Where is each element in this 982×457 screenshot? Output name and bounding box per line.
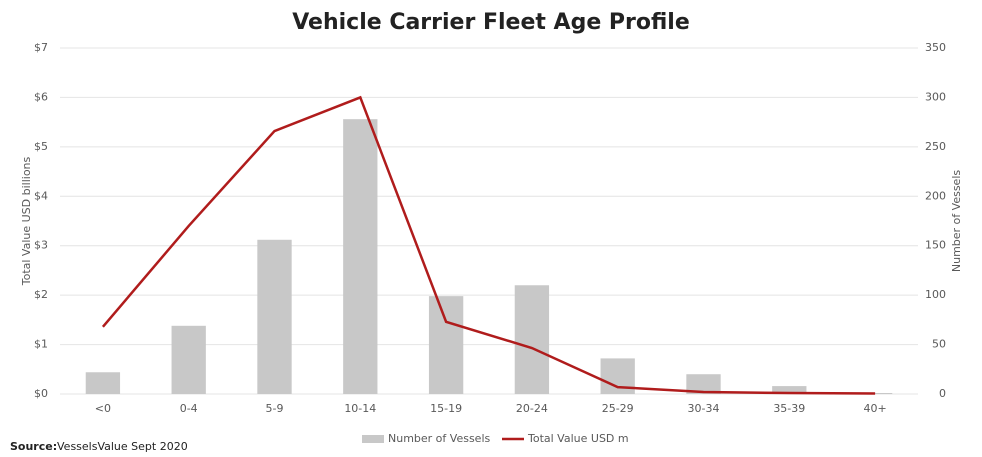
y-tick-label: $7 — [34, 41, 48, 54]
bar — [686, 374, 721, 394]
x-tick-label: 40+ — [863, 402, 886, 415]
y2-tick-label: 350 — [925, 41, 946, 54]
source-text: VesselsValue Sept 2020 — [57, 440, 188, 453]
bar — [343, 119, 378, 395]
y2-tick-label: 0 — [939, 387, 946, 400]
y2-tick-label: 250 — [925, 140, 946, 153]
y2-tick-label: 150 — [925, 239, 946, 252]
x-tick-label: 20-24 — [516, 402, 548, 415]
y-axis-title: Total Value USD billions — [20, 156, 33, 286]
y-tick-label: $4 — [34, 189, 48, 202]
y-tick-label: $1 — [34, 338, 48, 351]
y2-tick-label: 50 — [932, 338, 946, 351]
y-tick-label: $0 — [34, 387, 48, 400]
x-tick-label: 30-34 — [688, 402, 720, 415]
y2-tick-label: 200 — [925, 189, 946, 202]
legend-swatch — [362, 435, 384, 443]
line — [101, 95, 876, 395]
bar — [171, 325, 206, 394]
bar — [257, 239, 292, 394]
y-tick-label: $5 — [34, 140, 48, 153]
x-tick-label: 10-14 — [344, 402, 376, 415]
y-tick-label: $3 — [34, 239, 48, 252]
y2-tick-label: 100 — [925, 288, 946, 301]
legend-label: Number of Vessels — [388, 432, 491, 445]
bar — [85, 372, 121, 394]
bar — [514, 285, 550, 394]
x-tick-label: 0-4 — [180, 402, 198, 415]
x-tick-label: 25-29 — [602, 402, 634, 415]
y2-axis-title: Number of Vessels — [950, 170, 963, 273]
x-tick-label: 15-19 — [430, 402, 462, 415]
bar — [428, 296, 464, 394]
x-tick-label: 5-9 — [266, 402, 284, 415]
bar — [772, 386, 807, 394]
x-tick-label: 35-39 — [773, 402, 805, 415]
legend-label: Total Value USD m — [527, 432, 629, 445]
y2-tick-label: 300 — [925, 90, 946, 103]
y-tick-label: $6 — [34, 90, 48, 103]
source-label: Source: — [10, 440, 57, 453]
y-tick-label: $2 — [34, 288, 48, 301]
x-tick-label: <0 — [95, 402, 111, 415]
chart-title: Vehicle Carrier Fleet Age Profile — [292, 10, 690, 35]
